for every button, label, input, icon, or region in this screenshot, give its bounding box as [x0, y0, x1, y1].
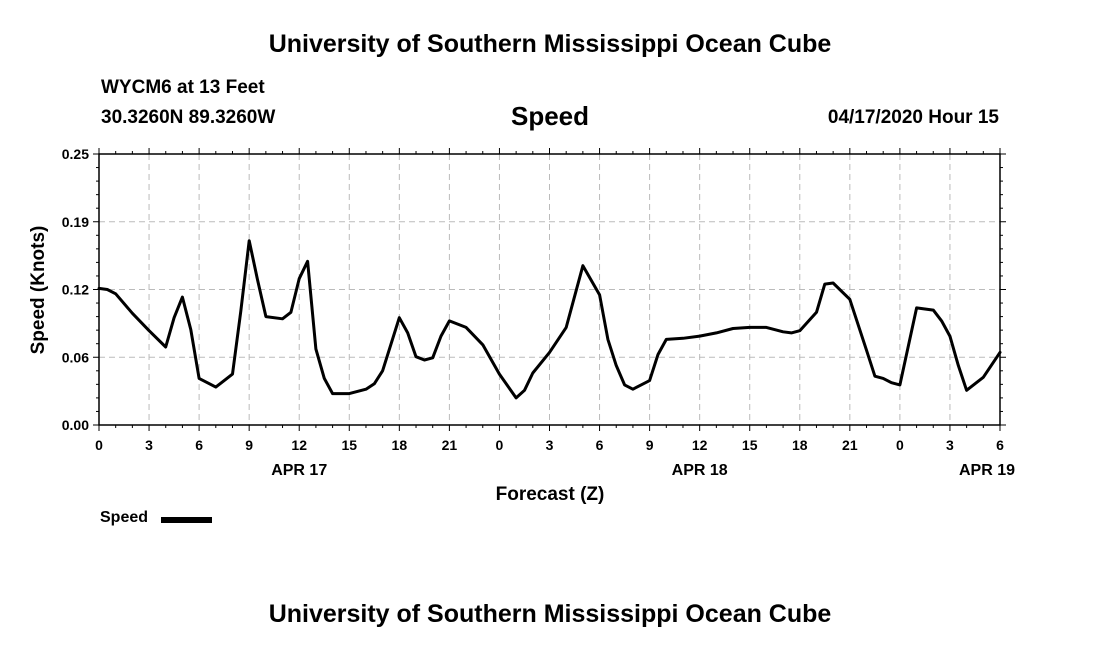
speed-series-line — [97, 239, 1002, 400]
date-label: APR 19 — [959, 462, 1015, 479]
forecast-issue-time: 04/17/2020 Hour 15 — [827, 107, 999, 128]
x-tick-label: 12 — [692, 437, 708, 453]
y-tick-label: 0.12 — [62, 282, 89, 298]
x-tick-label: 12 — [291, 437, 307, 453]
station-label: WYCM6 at 13 Feet — [101, 77, 265, 98]
chart-title: Speed — [510, 101, 590, 131]
x-axis-label: Forecast (Z) — [496, 484, 605, 505]
x-tick-label: 18 — [792, 437, 808, 453]
series-layer — [97, 239, 1002, 400]
x-tick-label: 9 — [646, 437, 654, 453]
y-tick-label: 0.06 — [62, 349, 89, 365]
x-tick-label: 6 — [596, 437, 604, 453]
x-tick-label: 9 — [245, 437, 253, 453]
date-label: APR 17 — [271, 462, 327, 479]
x-tick-label: 3 — [145, 437, 153, 453]
x-tick-label: 3 — [546, 437, 554, 453]
x-tick-label: 6 — [996, 437, 1004, 453]
date-label: APR 18 — [672, 462, 728, 479]
x-tick-label: 0 — [896, 437, 904, 453]
x-tick-label: 6 — [195, 437, 203, 453]
report-title: University of Southern Mississippi Ocean… — [268, 30, 832, 58]
x-tick-label: 0 — [95, 437, 103, 453]
axes: 0.00 0.06 0.12 0.19 0.25 0 3 6 9 12 15 18 21 0 3 6 9 12 15… — [62, 146, 1015, 479]
x-tick-label: 15 — [742, 437, 758, 453]
x-tick-label: 0 — [496, 437, 504, 453]
x-tick-label: 21 — [442, 437, 458, 453]
station-coordinates: 30.3260N 89.3260W — [101, 107, 276, 128]
x-tick-label: 15 — [341, 437, 357, 453]
y-axis-label: Speed (Knots) — [28, 226, 49, 355]
x-tick-label: 3 — [946, 437, 954, 453]
grid-lines — [99, 154, 1000, 425]
y-tick-label: 0.00 — [62, 417, 89, 433]
legend-line-swatch — [161, 517, 212, 523]
y-tick-label: 0.25 — [62, 146, 89, 162]
footer-title: University of Southern Mississippi Ocean… — [268, 600, 832, 628]
x-tick-label: 18 — [392, 437, 408, 453]
x-tick-label: 21 — [842, 437, 858, 453]
legend-label: Speed — [100, 509, 149, 526]
y-tick-label: 0.19 — [62, 214, 89, 230]
